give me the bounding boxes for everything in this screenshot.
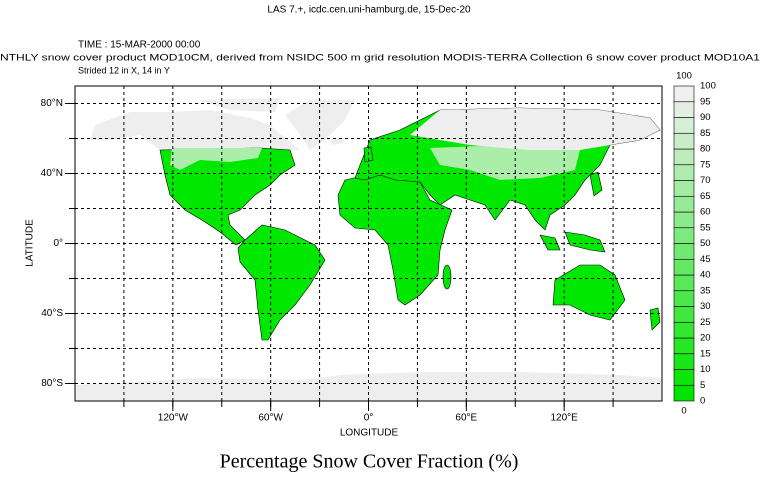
colorbar-box — [673, 85, 695, 103]
colorbar-tick-label: 75 — [700, 159, 711, 170]
borneo-sumatra — [539, 234, 561, 251]
madagascar — [442, 264, 452, 290]
colorbar-box — [673, 227, 695, 244]
colorbar-tick-label: 85 — [700, 128, 711, 139]
chart-title: NTHLY snow cover product MOD10CM, derive… — [0, 52, 760, 62]
colorbar-tick-label: 30 — [700, 301, 711, 312]
chart-subtitle: Strided 12 in X, 14 in Y — [78, 65, 170, 75]
colorbar-box — [673, 337, 695, 355]
colorbar-tick-label: 10 — [700, 364, 711, 375]
colorbar-tick-label: 60 — [700, 207, 711, 218]
colorbar-box — [673, 148, 695, 166]
colorbar-tick-label: 65 — [700, 191, 711, 202]
y-tick-label: 80°N — [41, 98, 63, 109]
south-america — [237, 224, 326, 341]
north-america-snow — [90, 110, 300, 150]
colorbar-min-label: 0 — [681, 406, 686, 417]
colorbar-tick-label: 20 — [700, 333, 711, 344]
colorbar-tick-label: 0 — [700, 396, 705, 407]
colorbar-tick-label: 80 — [700, 144, 711, 155]
eurasia-snowline — [430, 146, 580, 180]
colorbar-box — [673, 101, 695, 118]
colorbar-tick-label: 25 — [700, 317, 711, 328]
colorbar-tick-label: 40 — [700, 270, 711, 281]
y-tick-label: 40°S — [41, 308, 63, 319]
colorbar-box — [673, 164, 695, 181]
colorbar-box — [673, 290, 695, 307]
y-axis-label: LATITUDE — [25, 219, 36, 267]
colorbar-box — [673, 321, 695, 339]
colorbar-tick-label: 70 — [700, 175, 711, 186]
colorbar-box — [673, 180, 695, 197]
north-america — [159, 147, 296, 246]
colorbar-box — [673, 117, 695, 134]
colorbar-box — [673, 258, 695, 276]
colorbar-max-label: 100 — [676, 71, 692, 82]
colorbar-box — [673, 353, 695, 370]
colorbar-tick-label: 35 — [700, 285, 711, 296]
africa — [337, 171, 453, 306]
colorbar-box — [673, 243, 695, 260]
x-tick-label: 0° — [364, 413, 374, 424]
australia — [552, 264, 626, 321]
y-tick-label: 0° — [53, 238, 63, 249]
japan — [589, 171, 603, 197]
colorbar-box — [673, 195, 695, 213]
y-tick-label: 40°N — [41, 168, 63, 179]
colorbar-tick-label: 100 — [700, 81, 716, 92]
x-tick-label: 60°W — [258, 413, 283, 424]
arctic-islands — [200, 98, 280, 112]
colorbar-tick-label: 45 — [700, 254, 711, 265]
variable-title: Percentage Snow Cover Fraction (%) — [220, 451, 519, 473]
colorbar-tick-label: 95 — [700, 96, 711, 107]
colorbar-box — [673, 132, 695, 150]
header: LAS 7.+, icdc.cen.uni-hamburg.de, 15-Dec… — [267, 5, 471, 16]
colorbar-box — [673, 369, 695, 386]
north-america-snowline — [170, 148, 262, 170]
x-axis-label: LONGITUDE — [340, 428, 399, 439]
colorbar-box — [673, 306, 695, 323]
new-zealand — [649, 307, 661, 331]
indonesia — [564, 231, 606, 253]
x-tick-label: 60°E — [455, 413, 477, 424]
x-tick-label: 120°E — [550, 413, 578, 424]
colorbar-tick-label: 55 — [700, 222, 711, 233]
y-tick-label: 80°S — [41, 378, 63, 389]
x-tick-label: 120°W — [158, 413, 189, 424]
colorbar-tick-label: 15 — [700, 348, 711, 359]
eurasia-snow — [410, 108, 660, 150]
colorbar-tick-label: 5 — [700, 380, 705, 391]
colorbar-tick-label: 90 — [700, 112, 711, 123]
colorbar-box — [673, 274, 695, 292]
colorbar-box — [673, 211, 695, 229]
colorbar-box — [673, 384, 695, 402]
colorbar-tick-label: 50 — [700, 238, 711, 249]
time-label: TIME : 15-MAR-2000 00:00 — [78, 40, 201, 51]
